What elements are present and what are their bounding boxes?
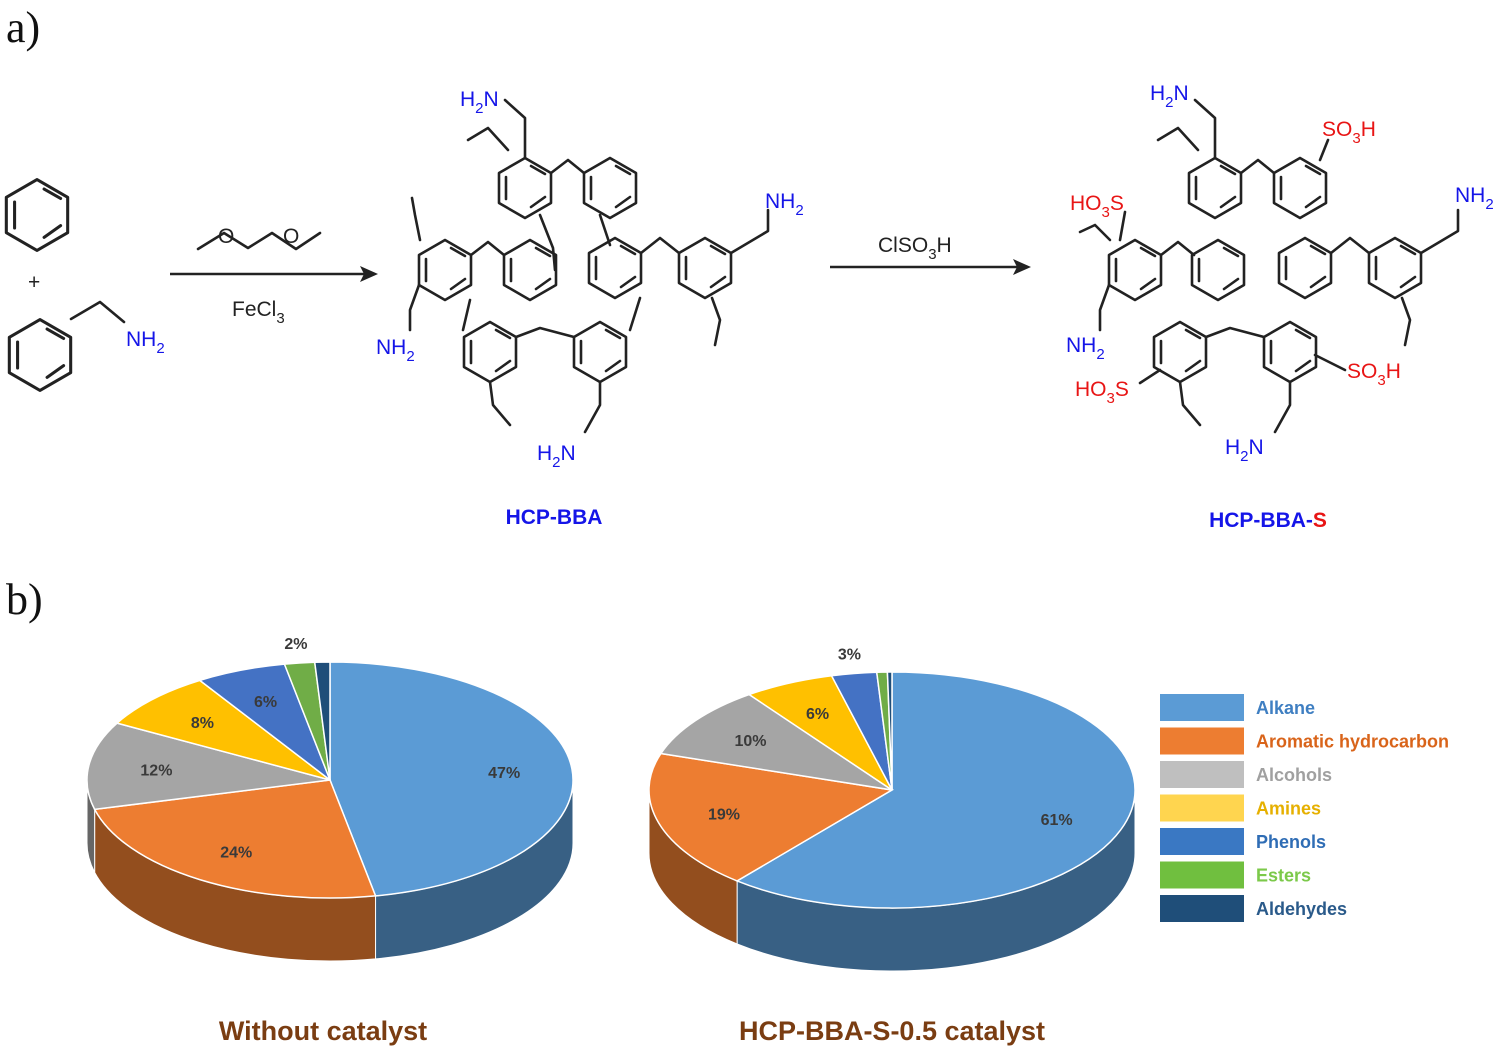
pie-slice-amines [115,679,331,781]
s-nh2-label-bottom: H2N [1225,436,1264,465]
pie-title-without-catalyst: Without catalyst [219,1016,427,1046]
pie-slice-alcohols [86,722,331,811]
pie-label-amines: 8% [191,715,214,732]
legend-label-alkane: Alkane [1256,698,1315,718]
legend-swatch-esters [1160,861,1244,889]
plus-sign: + [28,271,40,294]
chart-legend: Alkane Aromatic hydrocarbon Alcohols Amines… [1160,694,1449,922]
nh2-label-left: NH2 [376,336,415,365]
hcp-bba-structure: H2N NH2 NH2 H2N [376,88,804,471]
svg-text:O: O [218,225,234,248]
dimethoxymethane-structure [196,231,322,251]
legend-swatch-aromatic-hydrocarbon [1160,727,1244,755]
s-nh2-label-right: NH2 [1455,184,1494,213]
pie-slice-aromatic-hydrocarbon [93,779,377,899]
pie-slice-aldehydes [886,671,893,791]
hcp-bba-s-structure: H2N NH2 NH2 H2N SO3H HO3S HO3S SO3H [1066,82,1494,465]
benzene-structure [4,178,70,252]
pie-chart-hcp-bba-s: 61% 19% 10% 6% 3% [648,646,1136,972]
s-nh2-label-top: H2N [1150,82,1189,111]
legend-label-esters: Esters [1256,866,1311,886]
pie-label-alkane: 47% [488,765,520,782]
reaction-arrow-1: O O FeCl3 [170,225,378,327]
nh2-label-right: NH2 [765,190,804,219]
legend-label-aromatic-hydrocarbon: Aromatic hydrocarbon [1256,732,1449,752]
pie-title-hcp-bba-s: HCP-BBA-S-0.5 catalyst [739,1016,1045,1046]
reaction-arrow-2: ClSO3H [830,234,1031,275]
pie-slice-alkane [329,661,574,897]
panel-label-a: a) [6,3,40,52]
legend-swatch-alkane [1160,694,1244,721]
legend-label-alcohols: Alcohols [1256,765,1332,785]
pie-label-phenols: 3% [838,646,861,663]
so3h-label-left: HO3S [1070,192,1124,221]
pie-label-esters: 2% [284,636,307,653]
benzylamine-structure: NH2 [7,300,165,392]
reagent-clso3h: ClSO3H [878,234,952,263]
pie-label-amines: 6% [806,706,829,723]
nh2-label-bottom: H2N [537,442,576,471]
nh2-label-top: H2N [460,88,499,117]
legend-label-amines: Amines [1256,799,1321,819]
product-2-name: HCP-BBA-S [1209,509,1327,532]
reagent-fecl3: FeCl3 [232,298,285,327]
reactants: + NH2 [4,178,165,392]
pie-label-alkane: 61% [1041,812,1073,829]
pie-label-phenols: 6% [254,694,277,711]
pie-label-alcohols: 10% [734,733,766,750]
so3h-label-top: SO3H [1322,118,1376,147]
legend-swatch-alcohols [1160,761,1244,788]
pie-chart-without-catalyst: 47% 24% 12% 8% 6% 2% [86,636,574,962]
svg-text:O: O [283,225,299,248]
benzylamine-amine-label: NH2 [126,328,165,357]
pie-label-aromatic-hydrocarbon: 19% [708,807,740,824]
panel-label-b: b) [6,575,43,624]
pie-label-alcohols: 12% [140,762,172,779]
so3h-label-bottom-left: HO3S [1075,378,1129,407]
pie-slice-aromatic-hydrocarbon [648,752,895,882]
legend-swatch-amines [1160,794,1244,822]
pie-slice-alcohols [659,693,893,791]
pie-slice-alkane [735,671,1136,909]
legend-swatch-aldehydes [1160,895,1244,922]
s-nh2-label-left: NH2 [1066,334,1105,363]
pie-slice-aldehydes [313,661,331,781]
legend-label-phenols: Phenols [1256,832,1326,852]
product-1-name: HCP-BBA [506,506,603,529]
legend-swatch-phenols [1160,828,1244,855]
legend-label-aldehydes: Aldehydes [1256,899,1347,919]
pie-label-aromatic-hydrocarbon: 24% [220,845,252,862]
so3h-label-bottom-right: SO3H [1347,360,1401,389]
